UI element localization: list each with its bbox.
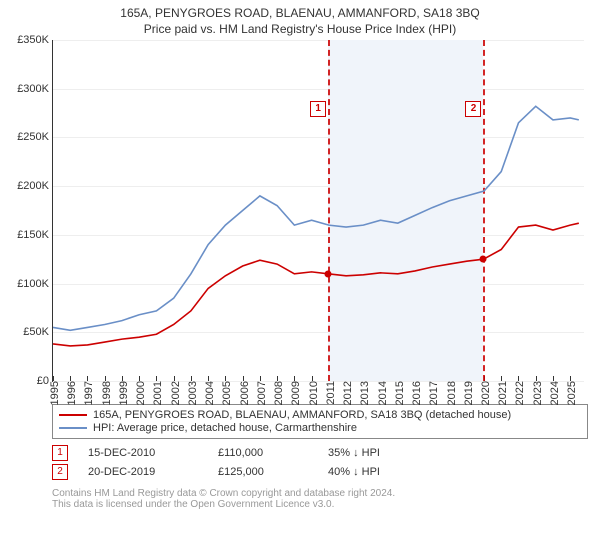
x-axis-label: 2024: [549, 381, 561, 405]
x-axis-label: 2005: [221, 381, 233, 405]
chart-title-address: 165A, PENYGROES ROAD, BLAENAU, AMMANFORD…: [12, 6, 588, 20]
price-chart: £0£50K£100K£150K£200K£250K£300K£350K1995…: [52, 40, 584, 400]
event-row: 1 15-DEC-2010 £110,000 35% ↓ HPI: [52, 445, 588, 461]
x-axis-label: 1999: [118, 381, 130, 405]
y-axis-label: £350K: [17, 34, 53, 46]
legend-swatch: [59, 427, 87, 429]
y-axis-label: £150K: [17, 229, 53, 241]
event-delta: 40% ↓ HPI: [328, 466, 380, 478]
x-axis-label: 2010: [308, 381, 320, 405]
x-axis-label: 2007: [256, 381, 268, 405]
x-axis-label: 2003: [187, 381, 199, 405]
x-axis-label: 2011: [325, 381, 337, 405]
y-axis-label: £50K: [23, 326, 53, 338]
x-axis-label: 2021: [497, 381, 509, 405]
x-axis-label: 1998: [101, 381, 113, 405]
x-axis-label: 2004: [204, 381, 216, 405]
x-axis-label: 1995: [49, 381, 61, 405]
y-axis-label: £300K: [17, 83, 53, 95]
x-axis-label: 1997: [83, 381, 95, 405]
legend-swatch: [59, 414, 87, 416]
legend-item: 165A, PENYGROES ROAD, BLAENAU, AMMANFORD…: [59, 409, 581, 421]
x-axis-label: 2018: [446, 381, 458, 405]
y-axis-label: £200K: [17, 180, 53, 192]
x-axis-label: 2002: [170, 381, 182, 405]
x-axis-label: 2022: [514, 381, 526, 405]
event-number: 1: [52, 445, 68, 461]
event-delta: 35% ↓ HPI: [328, 447, 380, 459]
series-property: [53, 223, 579, 346]
chart-subtitle: Price paid vs. HM Land Registry's House …: [12, 22, 588, 36]
x-axis-label: 2016: [411, 381, 423, 405]
x-axis-label: 1996: [66, 381, 78, 405]
x-axis-label: 2019: [463, 381, 475, 405]
y-axis-label: £100K: [17, 278, 53, 290]
x-axis-label: 2025: [566, 381, 578, 405]
x-axis-label: 2009: [290, 381, 302, 405]
event-table: 1 15-DEC-2010 £110,000 35% ↓ HPI 2 20-DEC-201…: [52, 445, 588, 480]
line-layer: [53, 40, 584, 381]
y-axis-label: £250K: [17, 131, 53, 143]
x-axis-label: 2008: [273, 381, 285, 405]
x-axis-label: 2014: [377, 381, 389, 405]
legend-label: 165A, PENYGROES ROAD, BLAENAU, AMMANFORD…: [93, 409, 511, 421]
x-axis-label: 2015: [394, 381, 406, 405]
legend-item: HPI: Average price, detached house, Carm…: [59, 422, 581, 434]
x-axis-label: 2020: [480, 381, 492, 405]
x-axis-label: 2013: [359, 381, 371, 405]
x-axis-label: 2023: [532, 381, 544, 405]
event-price: £125,000: [218, 466, 308, 478]
event-price: £110,000: [218, 447, 308, 459]
footer-attribution: Contains HM Land Registry data © Crown c…: [52, 488, 588, 510]
legend-box: 165A, PENYGROES ROAD, BLAENAU, AMMANFORD…: [52, 404, 588, 439]
x-axis-label: 2012: [342, 381, 354, 405]
x-axis-label: 2000: [135, 381, 147, 405]
x-axis-label: 2001: [152, 381, 164, 405]
legend-label: HPI: Average price, detached house, Carm…: [93, 422, 357, 434]
x-axis-label: 2006: [239, 381, 251, 405]
x-axis-label: 2017: [428, 381, 440, 405]
event-number: 2: [52, 464, 68, 480]
footer-line2: This data is licensed under the Open Gov…: [52, 499, 588, 510]
event-date: 15-DEC-2010: [88, 447, 198, 459]
series-hpi: [53, 106, 579, 330]
event-date: 20-DEC-2019: [88, 466, 198, 478]
footer-line1: Contains HM Land Registry data © Crown c…: [52, 488, 588, 499]
event-row: 2 20-DEC-2019 £125,000 40% ↓ HPI: [52, 464, 588, 480]
